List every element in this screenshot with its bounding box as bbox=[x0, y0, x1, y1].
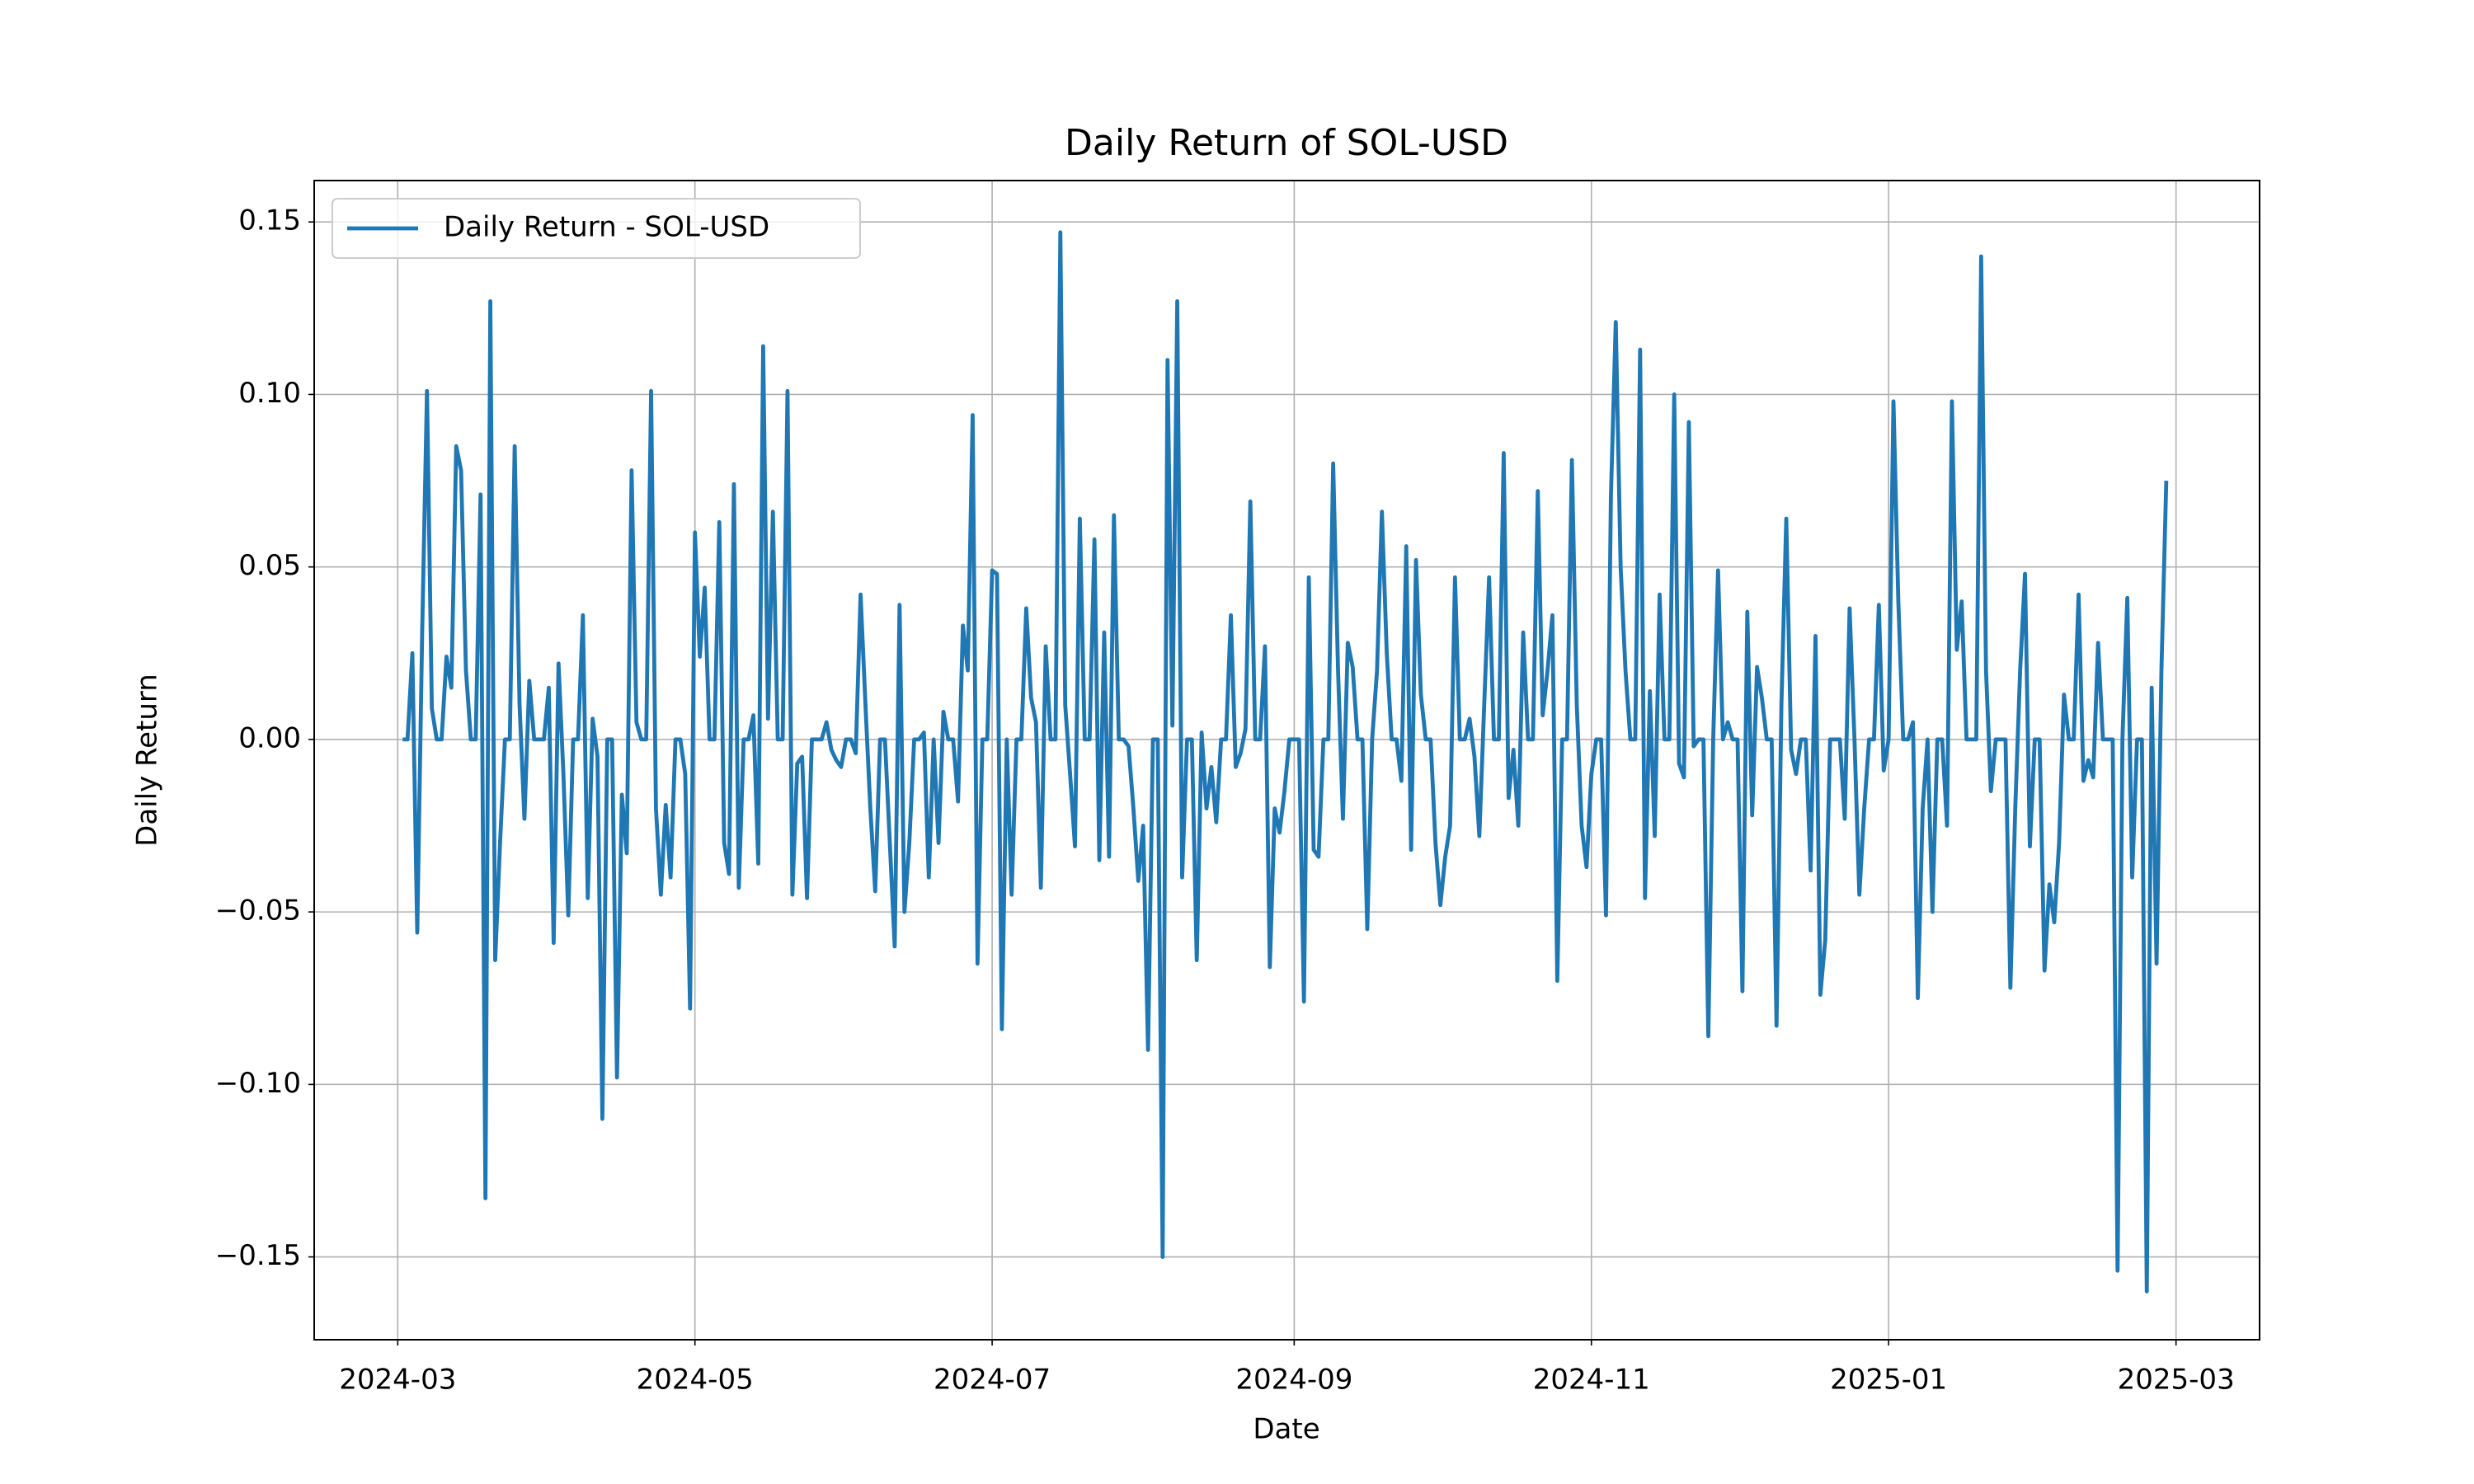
x-tick-label: 2024-07 bbox=[934, 1364, 1051, 1397]
x-tick-label: 2024-03 bbox=[339, 1364, 456, 1397]
legend-box bbox=[332, 198, 861, 259]
y-tick-label: −0.10 bbox=[215, 1067, 301, 1100]
y-tick-label: −0.05 bbox=[215, 895, 301, 928]
y-tick-label: 0.10 bbox=[238, 377, 301, 410]
y-tick-label: 0.05 bbox=[238, 549, 301, 582]
y-tick-label: −0.15 bbox=[215, 1239, 301, 1272]
y-tick-label: 0.15 bbox=[238, 204, 301, 237]
x-tick-label: 2024-09 bbox=[1235, 1364, 1352, 1397]
y-tick-label: 0.00 bbox=[238, 721, 301, 754]
x-tick-label: 2024-05 bbox=[637, 1364, 754, 1397]
chart-title: Daily Return of SOL-USD bbox=[1065, 122, 1508, 164]
y-axis-label: Daily Return bbox=[131, 674, 164, 847]
x-tick-label: 2024-11 bbox=[1533, 1364, 1650, 1397]
legend: Daily Return - SOL-USD bbox=[332, 198, 861, 259]
x-axis-label: Date bbox=[1253, 1413, 1319, 1446]
data-line bbox=[402, 230, 2169, 1294]
legend-label: Daily Return - SOL-USD bbox=[444, 211, 769, 244]
plot-frame bbox=[313, 180, 2260, 1341]
x-tick-label: 2025-01 bbox=[1830, 1364, 1947, 1397]
x-tick-label: 2025-03 bbox=[2118, 1364, 2235, 1397]
